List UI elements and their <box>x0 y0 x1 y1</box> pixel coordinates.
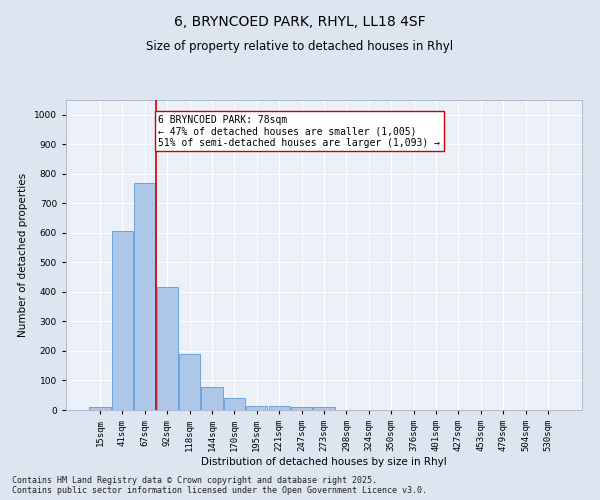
Bar <box>157 288 178 410</box>
Bar <box>224 398 245 410</box>
Bar <box>112 232 133 410</box>
Y-axis label: Number of detached properties: Number of detached properties <box>19 173 28 337</box>
Bar <box>89 407 111 410</box>
Bar <box>134 182 155 410</box>
X-axis label: Distribution of detached houses by size in Rhyl: Distribution of detached houses by size … <box>201 457 447 467</box>
Bar <box>313 407 335 410</box>
Text: Size of property relative to detached houses in Rhyl: Size of property relative to detached ho… <box>146 40 454 53</box>
Text: 6 BRYNCOED PARK: 78sqm
← 47% of detached houses are smaller (1,005)
51% of semi-: 6 BRYNCOED PARK: 78sqm ← 47% of detached… <box>158 115 440 148</box>
Bar <box>202 387 223 410</box>
Bar <box>291 407 312 410</box>
Bar <box>269 406 290 410</box>
Text: Contains HM Land Registry data © Crown copyright and database right 2025.
Contai: Contains HM Land Registry data © Crown c… <box>12 476 427 495</box>
Text: 6, BRYNCOED PARK, RHYL, LL18 4SF: 6, BRYNCOED PARK, RHYL, LL18 4SF <box>174 15 426 29</box>
Bar <box>246 406 268 410</box>
Bar <box>179 354 200 410</box>
